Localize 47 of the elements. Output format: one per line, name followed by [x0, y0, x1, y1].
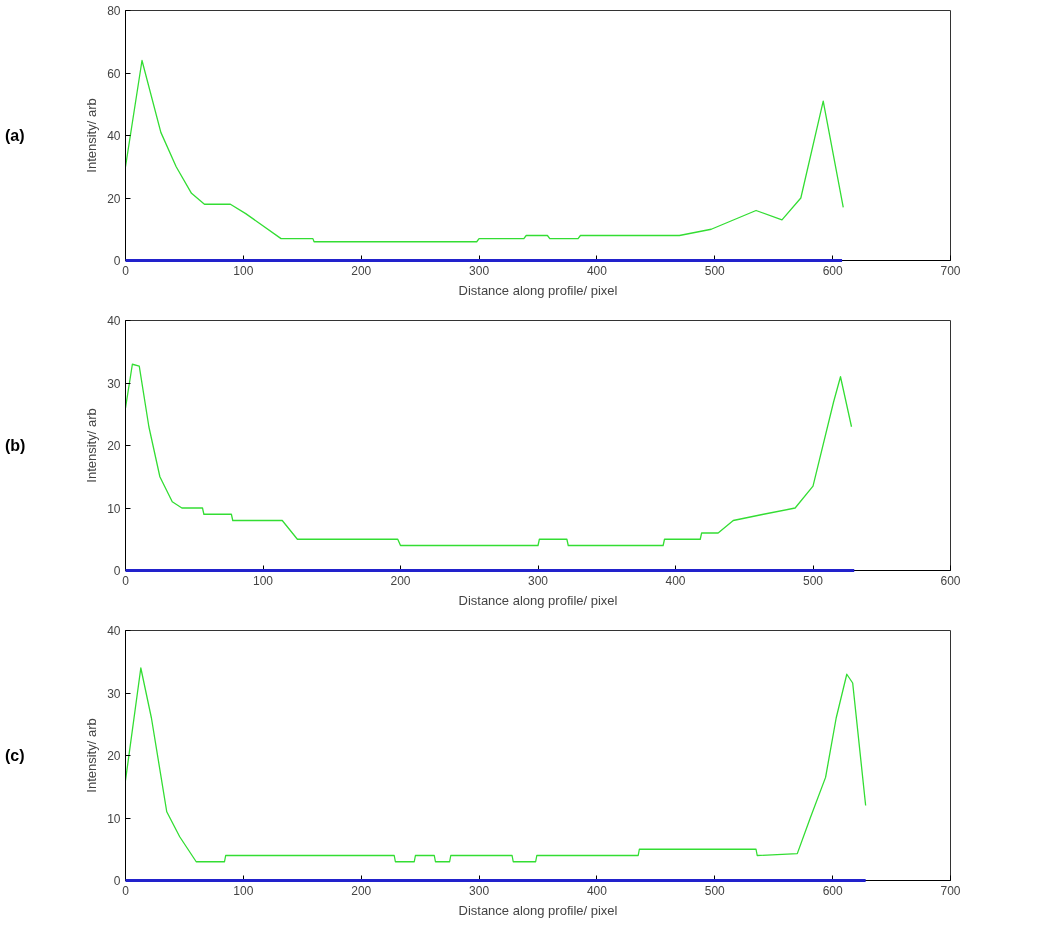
x-tick-label: 600	[822, 883, 843, 898]
x-tick-label: 300	[469, 883, 490, 898]
x-tick-label: 400	[586, 263, 608, 278]
y-tick-label: 0	[113, 564, 121, 578]
x-tick-label: 400	[586, 883, 608, 898]
x-tick-label: 500	[704, 263, 726, 278]
text: (c)	[5, 746, 25, 766]
y-tick-label: 40	[107, 624, 121, 638]
y-tick-label: 0	[113, 254, 121, 268]
y-tick-label: 20	[107, 191, 121, 206]
x-tick-label: 500	[802, 573, 824, 588]
y-axis-title: Intensity/ arb	[84, 408, 100, 483]
y-axis-title: Intensity/ arb	[84, 98, 100, 173]
x-tick-label: 100	[233, 883, 254, 898]
y-tick-label: 0	[113, 874, 121, 888]
y-tick-label: 40	[107, 314, 121, 328]
y-tick-label: 80	[107, 4, 121, 18]
y-tick-label: 60	[107, 66, 121, 81]
x-axis-title: Distance along profile/ pixel	[458, 902, 618, 918]
x-tick-label: 600	[822, 263, 843, 278]
line-series	[125, 363, 853, 547]
y-tick-label: 40	[107, 129, 121, 143]
y-tick-label: 30	[107, 686, 121, 701]
x-tick-label: 300	[469, 263, 490, 278]
y-tick-label: 10	[107, 501, 121, 516]
y-tick-label: 20	[107, 749, 121, 763]
x-tick-label: 700	[940, 883, 961, 898]
line-series	[125, 59, 844, 243]
y-tick-label: 10	[107, 811, 121, 826]
text: (b)	[5, 436, 26, 456]
y-axis-title: Intensity/ arb	[84, 718, 100, 793]
x-tick-label: 500	[704, 883, 726, 898]
x-axis-title: Distance along profile/ pixel	[458, 592, 618, 608]
x-tick-label: 200	[390, 573, 411, 588]
y-tick-label: 30	[107, 376, 121, 391]
x-tick-label: 400	[665, 573, 686, 588]
line-series	[125, 667, 867, 863]
x-axis-title: Distance along profile/ pixel	[458, 282, 618, 298]
x-tick-label: 300	[527, 573, 549, 588]
x-tick-label: 100	[252, 573, 274, 588]
x-tick-label: 100	[233, 263, 254, 278]
x-tick-label: 200	[351, 263, 372, 278]
text: (a)	[5, 126, 25, 146]
x-tick-label: 600	[940, 573, 961, 588]
y-tick-label: 20	[107, 439, 121, 453]
x-tick-label: 200	[351, 883, 372, 898]
x-tick-label: 700	[940, 263, 961, 278]
